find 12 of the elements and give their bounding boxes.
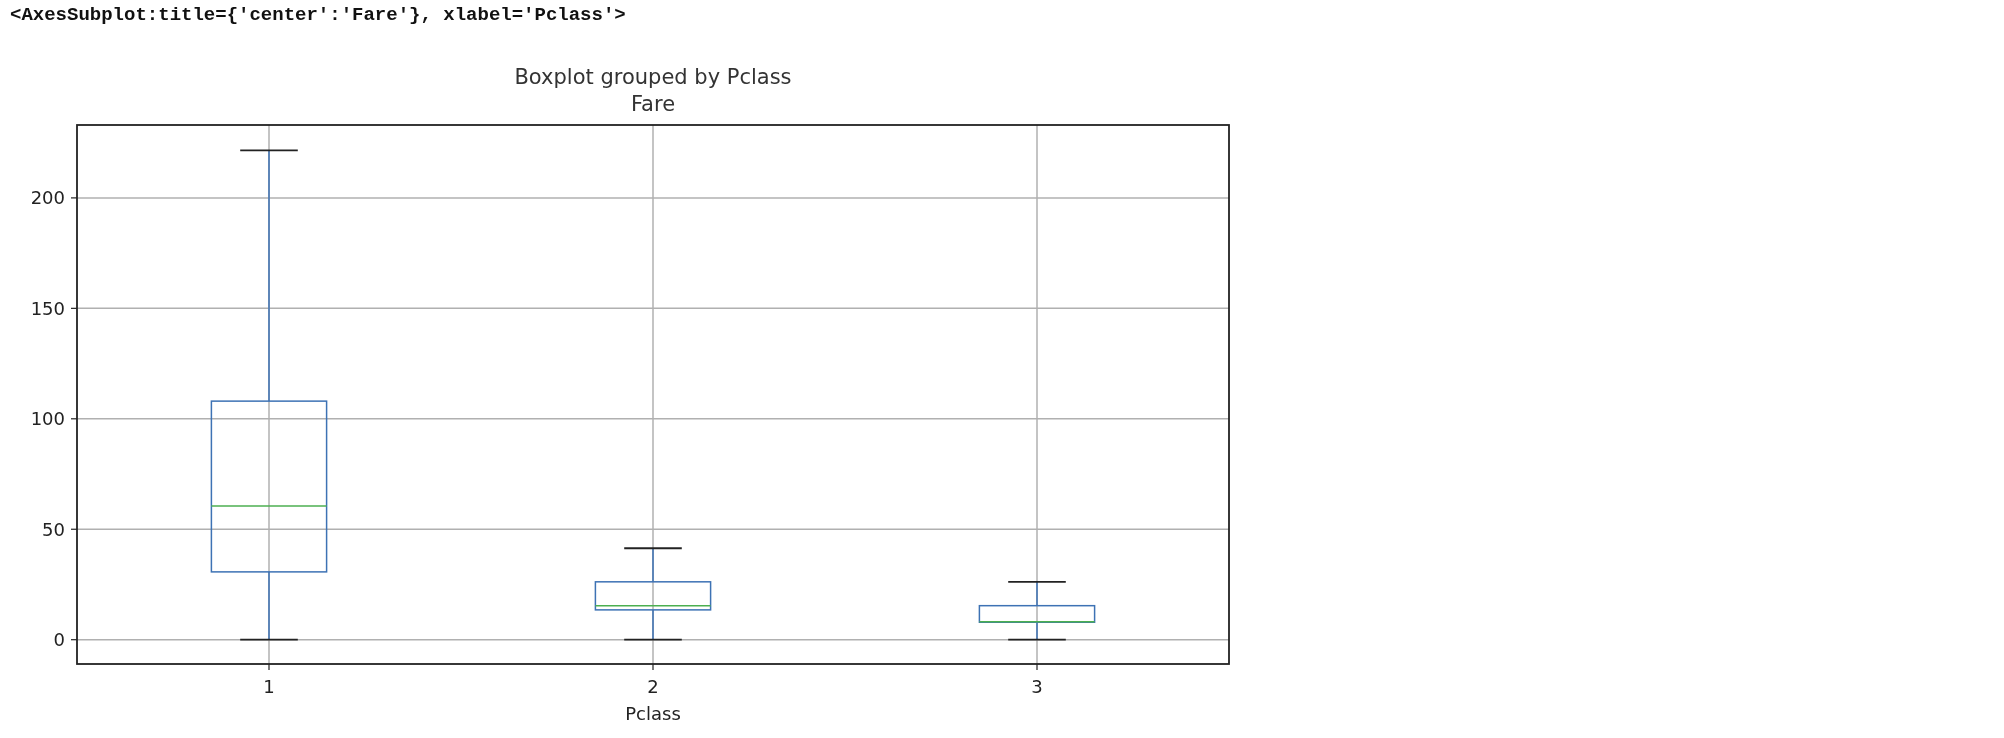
x-tick-label: 2 <box>647 676 659 697</box>
text: <AxesSubplot:title={'center':'Fare'}, xlabel='Pclass'> <box>10 4 626 26</box>
y-tick-label: 100 <box>30 408 65 430</box>
x-axis-title: Pclass <box>625 703 681 724</box>
y-tick-label: 150 <box>30 297 65 319</box>
y-tick-label: 200 <box>30 187 65 209</box>
y-tick-label: 50 <box>42 518 65 540</box>
y-tick-label: 0 <box>53 629 65 650</box>
chart-title: Boxplot grouped by Pclass <box>514 65 792 89</box>
x-tick-label: 3 <box>1031 676 1043 697</box>
chart-subtitle: Fare <box>630 92 676 116</box>
x-tick-label: 1 <box>263 676 275 697</box>
